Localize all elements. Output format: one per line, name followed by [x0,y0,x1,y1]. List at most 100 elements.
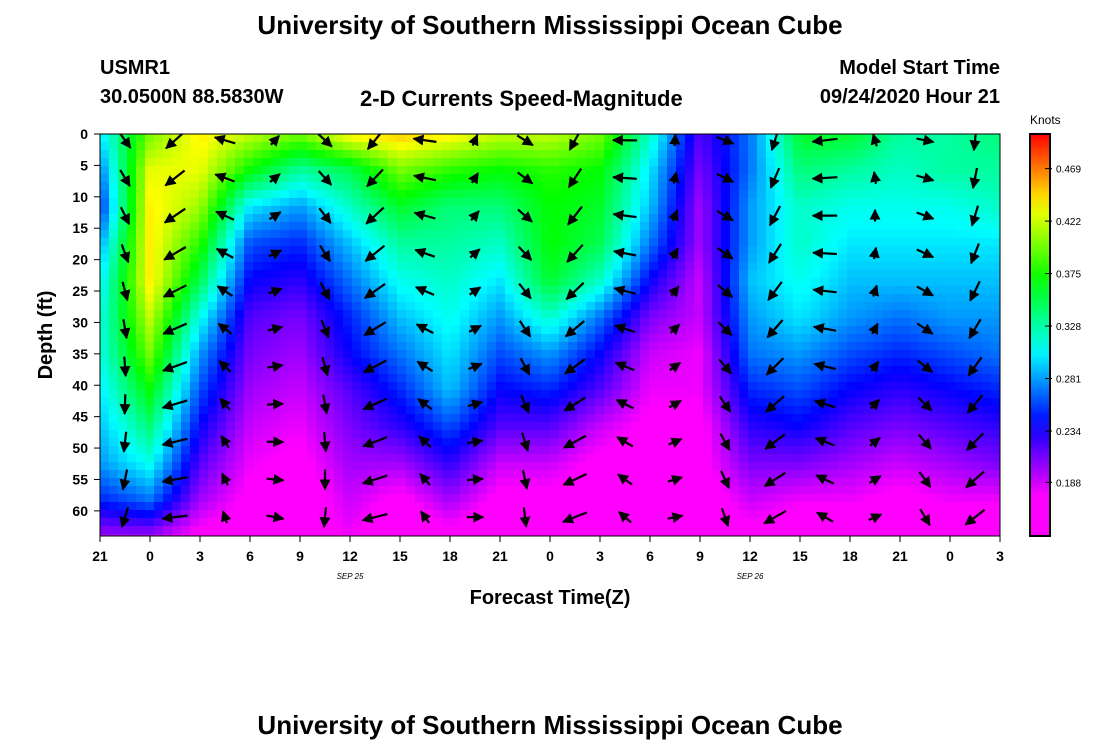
heatmap-cell [397,166,407,175]
heatmap-cell [586,494,596,503]
heatmap-cell [586,270,596,279]
heatmap-cell [964,486,974,495]
heatmap-cell [703,182,713,191]
heatmap-cell [730,414,740,423]
heatmap-cell [487,334,497,343]
heatmap-cell [208,278,218,287]
heatmap-cell [307,142,317,151]
heatmap-cell [289,358,299,367]
heatmap-cell [901,446,911,455]
heatmap-cell [163,318,173,327]
heatmap-cell [577,214,587,223]
heatmap-cell [658,318,668,327]
heatmap-cell [829,406,839,415]
heatmap-cell [802,270,812,279]
heatmap-cell [469,238,479,247]
heatmap-cell [136,486,146,495]
heatmap-cell [361,526,371,535]
heatmap-cell [136,350,146,359]
heatmap-cell [154,174,164,183]
heatmap-cell [559,294,569,303]
heatmap-cell [334,182,344,191]
heatmap-cell [577,502,587,511]
heatmap-cell [298,310,308,319]
heatmap-cell [757,286,767,295]
heatmap-cell [739,278,749,287]
heatmap-cell [280,262,290,271]
heatmap-cell [946,390,956,399]
heatmap-cell [109,246,119,255]
heatmap-cell [784,222,794,231]
heatmap-cell [208,142,218,151]
heatmap-cell [640,182,650,191]
heatmap-cell [415,486,425,495]
heatmap-cell [586,278,596,287]
heatmap-cell [190,230,200,239]
heatmap-cell [478,246,488,255]
heatmap-cell [586,398,596,407]
heatmap-cell [253,502,263,511]
heatmap-cell [541,494,551,503]
heatmap-cell [577,342,587,351]
heatmap-cell [775,334,785,343]
heatmap-cell [415,278,425,287]
heatmap-cell [478,446,488,455]
heatmap-cell [433,158,443,167]
heatmap-cell [172,382,182,391]
heatmap-cell [361,398,371,407]
heatmap-cell [397,478,407,487]
heatmap-cell [163,414,173,423]
heatmap-cell [109,342,119,351]
heatmap-cell [667,526,677,535]
heatmap-cell [523,334,533,343]
heatmap-cell [631,222,641,231]
heatmap-cell [262,262,272,271]
heatmap-cell [838,462,848,471]
heatmap-cell [694,350,704,359]
heatmap-cell [388,286,398,295]
heatmap-cell [496,318,506,327]
heatmap-cell [370,454,380,463]
heatmap-cell [478,206,488,215]
heatmap-cell [685,518,695,527]
heatmap-cell [514,438,524,447]
heatmap-cell [856,446,866,455]
heatmap-cell [901,134,911,143]
heatmap-cell [289,406,299,415]
heatmap-cell [973,486,983,495]
heatmap-cell [901,438,911,447]
heatmap-cell [847,486,857,495]
heatmap-cell [190,206,200,215]
heatmap-cell [433,246,443,255]
heatmap-cell [973,478,983,487]
heatmap-cell [136,198,146,207]
heatmap-cell [856,278,866,287]
heatmap-cell [784,270,794,279]
heatmap-cell [892,246,902,255]
heatmap-cell [496,406,506,415]
heatmap-cell [190,374,200,383]
heatmap-cell [442,390,452,399]
heatmap-cell [757,150,767,159]
heatmap-cell [613,294,623,303]
heatmap-cell [406,478,416,487]
heatmap-cell [847,382,857,391]
heatmap-cell [856,150,866,159]
heatmap-cell [532,526,542,535]
heatmap-cell [406,302,416,311]
heatmap-cell [640,454,650,463]
heatmap-cell [388,270,398,279]
heatmap-cell [640,470,650,479]
heatmap-cell [550,166,560,175]
heatmap-cell [892,454,902,463]
heatmap-cell [118,398,128,407]
heatmap-cell [820,294,830,303]
heatmap-cell [586,510,596,519]
heatmap-cell [649,206,659,215]
heatmap-cell [676,158,686,167]
heatmap-cell [505,502,515,511]
heatmap-cell [937,358,947,367]
heatmap-cell [253,510,263,519]
heatmap-cell [280,350,290,359]
heatmap-cell [973,374,983,383]
